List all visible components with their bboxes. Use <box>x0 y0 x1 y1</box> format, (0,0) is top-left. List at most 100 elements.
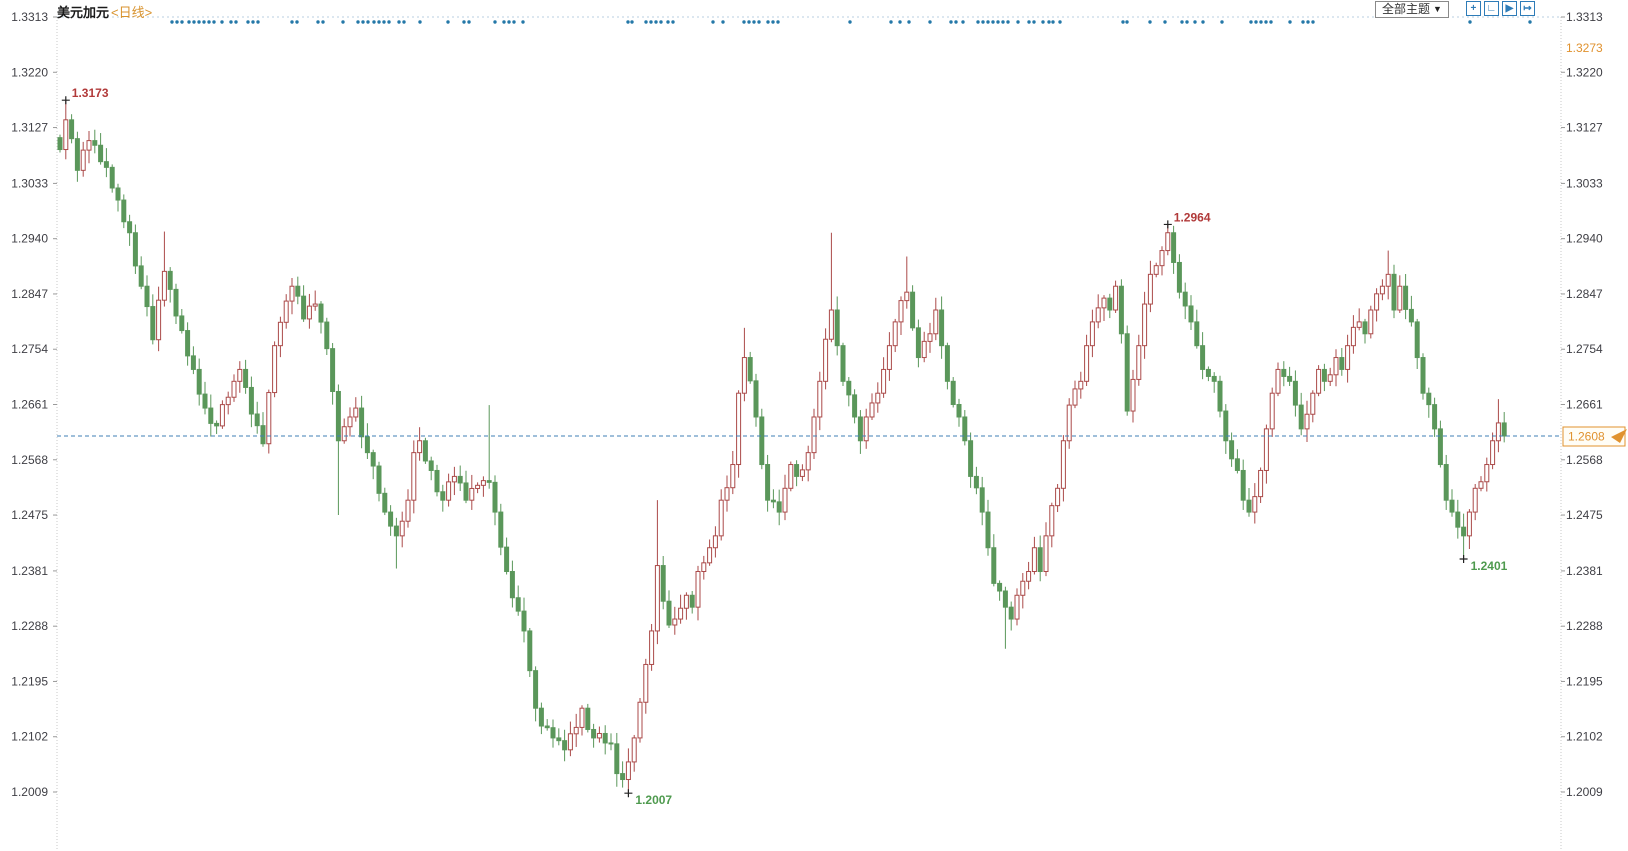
candle[interactable] <box>254 413 260 427</box>
candle[interactable] <box>1240 469 1246 501</box>
event-dot[interactable] <box>402 20 406 24</box>
candle[interactable] <box>521 610 527 632</box>
event-dot[interactable] <box>752 20 756 24</box>
candle[interactable] <box>63 119 69 151</box>
event-dot[interactable] <box>848 20 852 24</box>
event-dot[interactable] <box>220 20 224 24</box>
candle[interactable] <box>440 491 446 501</box>
event-dot[interactable] <box>377 20 381 24</box>
event-dot[interactable] <box>949 20 953 24</box>
event-dot[interactable] <box>372 20 376 24</box>
event-dot[interactable] <box>175 20 179 24</box>
candle[interactable] <box>1321 368 1327 382</box>
candle[interactable] <box>231 380 237 398</box>
candle[interactable] <box>863 416 869 442</box>
event-dot[interactable] <box>234 20 238 24</box>
candle[interactable] <box>260 425 266 445</box>
event-dot[interactable] <box>197 20 201 24</box>
candle[interactable] <box>579 707 585 728</box>
candle[interactable] <box>1026 571 1032 582</box>
candle[interactable] <box>1171 232 1177 263</box>
candle[interactable] <box>1368 309 1374 335</box>
candle[interactable] <box>301 295 307 320</box>
candle[interactable] <box>132 232 138 267</box>
candle[interactable] <box>335 390 341 442</box>
candle[interactable] <box>973 475 979 489</box>
candle[interactable] <box>272 345 278 394</box>
candle[interactable] <box>1176 261 1182 293</box>
candle[interactable] <box>498 511 504 548</box>
event-dot[interactable] <box>295 20 299 24</box>
candle[interactable] <box>1350 326 1356 347</box>
event-dot[interactable] <box>1220 20 1224 24</box>
candle[interactable] <box>364 436 370 454</box>
candle[interactable] <box>341 426 347 442</box>
candle[interactable] <box>776 501 782 513</box>
candle[interactable] <box>1072 388 1078 406</box>
candle[interactable] <box>817 380 823 418</box>
candle[interactable] <box>1194 321 1200 347</box>
candle[interactable] <box>202 393 208 409</box>
axes-pane-icon[interactable]: ∟ <box>1483 1 1499 16</box>
event-dot[interactable] <box>192 20 196 24</box>
event-dot[interactable] <box>1311 20 1315 24</box>
candle[interactable] <box>1391 273 1397 311</box>
candle[interactable] <box>1130 378 1136 412</box>
candle[interactable] <box>730 464 736 489</box>
candle[interactable] <box>654 565 660 632</box>
candle[interactable] <box>289 285 295 302</box>
candle[interactable] <box>712 535 718 549</box>
export-pane-icon[interactable]: ↦ <box>1519 1 1535 16</box>
candle[interactable] <box>1182 291 1188 307</box>
event-dot[interactable] <box>776 20 780 24</box>
event-dot[interactable] <box>1006 20 1010 24</box>
event-dot[interactable] <box>1288 20 1292 24</box>
candle[interactable] <box>1078 380 1084 390</box>
candle[interactable] <box>753 380 759 418</box>
candle[interactable] <box>1356 321 1362 328</box>
candle[interactable] <box>1153 265 1159 275</box>
candle[interactable] <box>678 607 684 620</box>
candle[interactable] <box>956 404 962 418</box>
candle[interactable] <box>1258 469 1264 498</box>
candle[interactable] <box>1345 345 1351 370</box>
candle[interactable] <box>1020 580 1026 596</box>
event-dot[interactable] <box>1125 20 1129 24</box>
event-dot[interactable] <box>986 20 990 24</box>
candle[interactable] <box>927 333 933 342</box>
candle[interactable] <box>109 166 115 189</box>
event-dot[interactable] <box>630 20 634 24</box>
candle[interactable] <box>225 396 231 406</box>
candle[interactable] <box>660 565 666 602</box>
candle[interactable] <box>283 300 289 323</box>
candle[interactable] <box>144 285 150 308</box>
candle[interactable] <box>567 733 573 751</box>
candle[interactable] <box>637 701 643 739</box>
event-dot[interactable] <box>256 20 260 24</box>
candle[interactable] <box>1234 458 1240 471</box>
candle[interactable] <box>457 475 463 484</box>
candle[interactable] <box>643 663 649 703</box>
candle[interactable] <box>602 732 608 744</box>
candle[interactable] <box>214 422 220 427</box>
candle[interactable] <box>1397 285 1403 311</box>
candle[interactable] <box>515 597 521 612</box>
candle[interactable] <box>121 199 127 223</box>
candle[interactable] <box>1495 422 1501 442</box>
candle[interactable] <box>562 740 568 751</box>
candle[interactable] <box>1408 308 1414 323</box>
candle[interactable] <box>1252 496 1258 513</box>
candle[interactable] <box>881 368 887 394</box>
candle[interactable] <box>492 481 498 513</box>
candle[interactable] <box>80 149 86 171</box>
candle[interactable] <box>852 394 858 418</box>
event-dot[interactable] <box>1027 20 1031 24</box>
event-dot[interactable] <box>170 20 174 24</box>
candle[interactable] <box>857 416 863 442</box>
candle[interactable] <box>950 380 956 405</box>
event-dot[interactable] <box>366 20 370 24</box>
event-dot[interactable] <box>507 20 511 24</box>
theme-dropdown[interactable]: 全部主题 ▼ <box>1375 1 1449 18</box>
event-dot[interactable] <box>1201 20 1205 24</box>
candle[interactable] <box>1292 380 1298 406</box>
